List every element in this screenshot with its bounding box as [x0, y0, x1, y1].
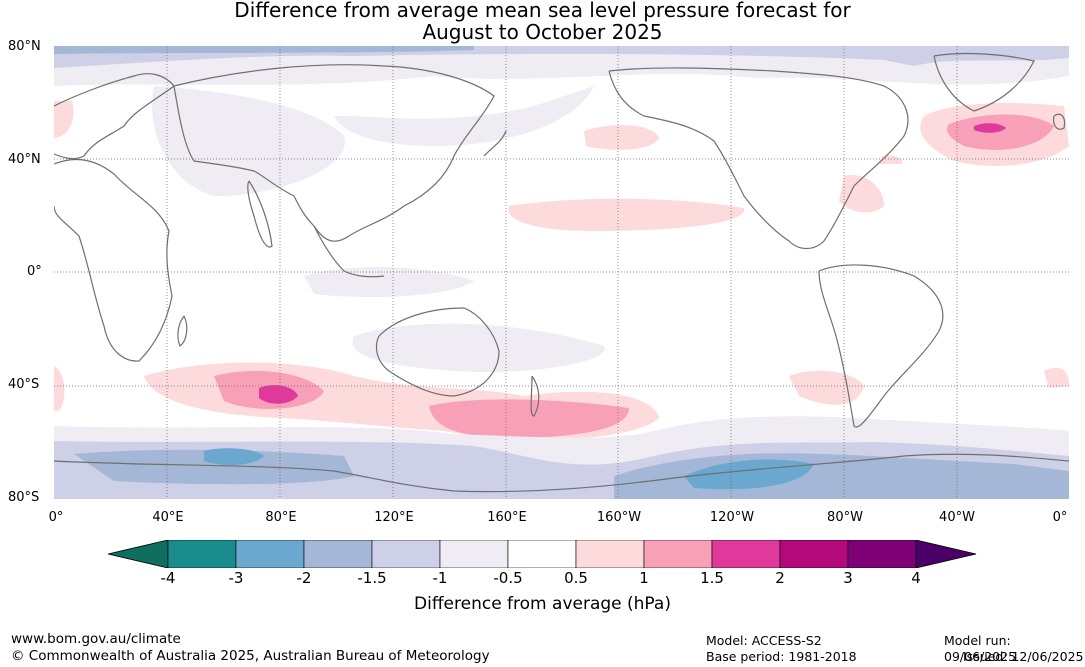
map-canvas	[54, 46, 1069, 499]
anomaly-npacific-1	[584, 125, 659, 150]
lat-label-40s: 40°S	[8, 377, 40, 392]
colorbar-over-arrow	[915, 540, 977, 568]
footer-issued: Issued: 12/06/2025	[963, 649, 1084, 664]
anomaly-south-america-pink	[789, 370, 864, 405]
anomaly-south-band-a5	[74, 449, 1069, 499]
colorbar	[108, 540, 977, 568]
colorbar-segment-8	[711, 540, 781, 568]
colorbar-tick-label: -2	[296, 569, 312, 587]
anomaly-south-pacific-1	[429, 399, 629, 438]
colorbar-tick-label: -3	[228, 569, 244, 587]
colorbar-segment-3	[371, 540, 441, 568]
coast-india	[247, 180, 273, 248]
anomaly-fields	[54, 46, 1069, 499]
colorbar-under-arrow	[108, 540, 169, 568]
colorbar-segment-10	[847, 540, 917, 568]
coast-africa	[54, 158, 173, 362]
footer-model: Model: ACCESS-S2	[706, 633, 822, 648]
colorbar-tick-label: -4	[160, 569, 176, 587]
colorbar-segment-1	[235, 540, 305, 568]
lat-label-80n: 80°N	[8, 39, 41, 54]
colorbar-segment-4	[439, 540, 509, 568]
anomaly-natlantic-15	[974, 123, 1006, 133]
anomaly-usa-east	[839, 175, 884, 213]
colorbar-tick-label: 2	[775, 569, 785, 587]
anomaly-asia-light-2	[334, 86, 594, 146]
anomaly-natlantic-1	[947, 114, 1054, 150]
colorbar-tick-label: 1	[639, 569, 649, 587]
footer-base-period: Base period: 1981-2018	[706, 649, 857, 664]
colorbar-segment-5	[507, 540, 577, 568]
coast-asia	[173, 64, 495, 242]
lon-label-0-right: 0°	[1052, 510, 1068, 525]
coast-north-america	[608, 67, 909, 250]
anomaly-south-band-6a	[204, 448, 814, 490]
lon-label-80w: 80°W	[827, 510, 863, 525]
colorbar-segment-6	[575, 540, 645, 568]
anomaly-north-band-3	[54, 46, 474, 54]
colorbar-tick-label: 1.5	[700, 569, 724, 587]
coast-greenland	[933, 52, 1035, 112]
lon-label-160e: 160°E	[487, 510, 527, 525]
anomaly-indonesia-light	[304, 266, 474, 298]
coast-new-zealand	[530, 375, 540, 417]
graticule	[54, 46, 1069, 499]
anomaly-europe-pink	[54, 101, 74, 138]
lat-label-0: 0°	[27, 264, 42, 279]
pressure-anomaly-map	[54, 46, 1069, 499]
coast-europe	[54, 73, 175, 160]
colorbar-segment-9	[779, 540, 849, 568]
lon-label-80e: 80°E	[265, 510, 297, 525]
coast-madagascar	[177, 315, 188, 347]
anomaly-australia-light	[352, 323, 605, 372]
colorbar-tick-label: -0.5	[493, 569, 523, 587]
lon-label-120e: 120°E	[374, 510, 414, 525]
lon-label-40e: 40°E	[152, 510, 184, 525]
footer-model-run: Model run: 09/06/2025	[944, 633, 1017, 664]
lon-label-0-left: 0°	[48, 510, 64, 525]
coast-se-asia	[313, 225, 385, 278]
colorbar-tick-label: -1.5	[357, 569, 387, 587]
colorbar-tick-label: 4	[911, 569, 921, 587]
anomaly-npacific-2	[508, 198, 745, 231]
coast-uk	[1053, 113, 1066, 130]
map-title-line1: Difference from average mean sea level p…	[234, 0, 851, 22]
footer-copyright: © Commonwealth of Australia 2025, Austra…	[11, 648, 490, 664]
colorbar-segment-7	[643, 540, 713, 568]
lon-label-160w: 160°W	[596, 510, 642, 525]
lon-label-120w: 120°W	[709, 510, 755, 525]
coast-antarctica	[54, 453, 1069, 493]
colorbar-tick-label: 0.5	[564, 569, 588, 587]
colorbar-title: Difference from average (hPa)	[414, 594, 671, 614]
anomaly-eurasia-east	[880, 155, 903, 164]
colorbar-segment-2	[303, 540, 373, 568]
anomaly-s-atlantic-pink	[1044, 367, 1069, 388]
coast-japan	[483, 130, 507, 157]
lon-label-40w: 40°W	[939, 510, 975, 525]
anomaly-africa-west-pink	[54, 366, 65, 411]
footer-website: www.bom.gov.au/climate	[11, 631, 181, 647]
lat-label-80s: 80°S	[8, 490, 40, 505]
colorbar-tick-label: -1	[432, 569, 448, 587]
coast-australia	[375, 307, 500, 397]
coast-south-america	[818, 264, 944, 428]
colorbar-segment-0	[167, 540, 237, 568]
map-title-line2: August to October 2025	[422, 20, 663, 44]
anomaly-indian-ocean-15	[259, 385, 298, 404]
colorbar-tick-label: 3	[843, 569, 853, 587]
coastlines	[54, 52, 1069, 493]
lat-label-40n: 40°N	[8, 152, 41, 167]
anomaly-asia-light	[152, 86, 345, 196]
